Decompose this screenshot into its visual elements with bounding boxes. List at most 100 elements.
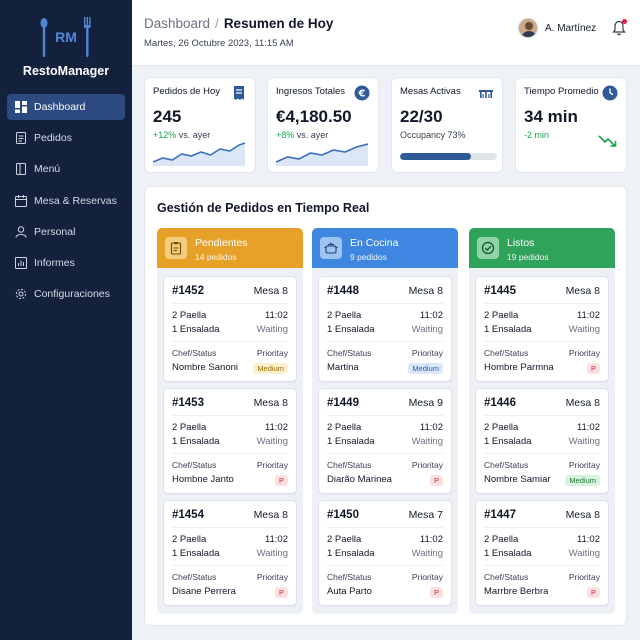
chef-name: Hombre Parmna xyxy=(484,362,554,373)
order-item: 1 Ensalada xyxy=(484,548,532,559)
top-header: Dashboard / Resumen de Hoy Martes, 26 Octu… xyxy=(132,0,640,66)
revenue-sparkline xyxy=(275,140,369,166)
order-card[interactable]: #1446 Mesa 8 2 Paella 1 Ensalada 11:02 W… xyxy=(475,388,609,494)
order-id: #1447 xyxy=(484,509,516,521)
user-menu[interactable]: A. Martínez xyxy=(518,18,596,38)
column-en-cocina: En Cocina 9 pedidos #1448 Mesa 8 2 Paell… xyxy=(312,228,458,614)
order-card[interactable]: #1452 Mesa 8 2 Paella 1 Ensalada 11:02 W… xyxy=(163,276,297,382)
priority-badge: P xyxy=(274,475,288,486)
order-item: 1 Ensalada xyxy=(172,548,220,559)
chef-name: Diarão Marinea xyxy=(327,474,392,485)
breadcrumb: Dashboard / Resumen de Hoy xyxy=(144,16,333,31)
table-seating-icon xyxy=(478,85,494,101)
order-card[interactable]: #1449 Mesa 9 2 Paella 1 Ensalada 11:02 W… xyxy=(318,388,452,494)
kpi-delta: +12% vs. ayer xyxy=(153,130,211,140)
menu-book-icon xyxy=(15,163,27,176)
chef-label: Chef/Status xyxy=(484,460,529,470)
sidebar-item-label: Dashboard xyxy=(34,101,86,113)
chef-name: Disane Perrera xyxy=(172,586,236,597)
order-card[interactable]: #1447 Mesa 8 2 Paella 1 Ensalada 11:02 W… xyxy=(475,500,609,606)
sidebar-item-label: Menú xyxy=(34,163,61,176)
sidebar-item-menu[interactable]: Menú xyxy=(7,156,125,182)
sidebar-item-mesa-reservas[interactable]: Mesa & Reservas xyxy=(7,188,125,214)
breadcrumb-root[interactable]: Dashboard xyxy=(144,16,211,31)
kpi-delta: -2 min xyxy=(524,130,550,140)
notification-bell-icon[interactable] xyxy=(612,19,627,36)
priority-badge: P xyxy=(429,587,443,598)
column-listos: Listos 19 pedidos #1445 Mesa 8 2 Paella … xyxy=(469,228,615,614)
app-logo: RM RestoManager xyxy=(0,16,132,78)
chef-label: Chef/Status xyxy=(327,460,372,470)
order-time: 11:02 xyxy=(264,310,288,321)
kpi-average-time: Tiempo Promedio 34 min -2 min xyxy=(515,77,627,173)
priority-badge: Medium xyxy=(408,363,443,374)
chef-label: Chef/Status xyxy=(327,572,372,582)
order-table: Mesa 8 xyxy=(565,285,600,297)
sidebar-item-configuraciones[interactable]: Configuraciones xyxy=(7,281,125,307)
orders-panel: Gestión de Pedidos en Tiempo Real Pendie… xyxy=(144,186,627,626)
priority-label: Prioritay xyxy=(568,572,600,582)
order-item: 2 Paella xyxy=(484,422,519,433)
order-status: Waiting xyxy=(568,436,600,447)
user-name: A. Martínez xyxy=(545,22,597,34)
order-status: Waiting xyxy=(411,436,443,447)
sidebar-nav: Dashboard Pedidos Menú Mesa & Reservas P… xyxy=(7,94,125,312)
column-header[interactable]: En Cocina 9 pedidos xyxy=(312,228,458,268)
priority-label: Prioritay xyxy=(411,460,443,470)
order-table: Mesa 7 xyxy=(408,509,443,521)
priority-badge: Medium xyxy=(253,363,288,374)
chef-name: Auta Parto xyxy=(327,586,372,597)
kpi-value: 22/30 xyxy=(400,107,443,126)
chef-name: Nombre Samiar xyxy=(484,474,551,485)
sidebar-item-pedidos[interactable]: Pedidos xyxy=(7,125,125,151)
sidebar-item-informes[interactable]: Informes xyxy=(7,250,125,276)
order-time: 11:02 xyxy=(576,534,600,545)
order-card[interactable]: #1445 Mesa 8 2 Paella 1 Ensalada 11:02 W… xyxy=(475,276,609,382)
column-count: 9 pedidos xyxy=(350,252,387,262)
order-card[interactable]: #1450 Mesa 7 2 Paella 1 Ensalada 11:02 W… xyxy=(318,500,452,606)
gear-icon xyxy=(15,288,27,300)
chef-name: Nombre Sanoni xyxy=(172,362,239,373)
order-time: 11:02 xyxy=(419,534,443,545)
logo-mark: RM xyxy=(36,16,96,58)
priority-label: Prioritay xyxy=(256,348,288,358)
check-circle-icon xyxy=(477,237,499,259)
chef-name: Marrbre Berbra xyxy=(484,586,549,597)
clipboard-icon xyxy=(165,237,187,259)
order-id: #1446 xyxy=(484,397,516,409)
sidebar-item-label: Informes xyxy=(34,256,75,269)
column-count: 19 pedidos xyxy=(507,252,549,262)
dashboard-icon xyxy=(15,101,27,113)
order-id: #1452 xyxy=(172,285,204,297)
order-status: Waiting xyxy=(411,548,443,559)
order-id: #1454 xyxy=(172,509,204,521)
sidebar-item-dashboard[interactable]: Dashboard xyxy=(7,94,125,120)
kpi-active-tables: Mesas Activas 22/30 Occupancy 73% xyxy=(391,77,503,173)
calendar-icon xyxy=(15,194,27,207)
notification-dot xyxy=(622,19,627,24)
order-card[interactable]: #1448 Mesa 8 2 Paella 1 Ensalada 11:02 W… xyxy=(318,276,452,382)
order-item: 2 Paella xyxy=(172,310,207,321)
order-id: #1449 xyxy=(327,397,359,409)
priority-label: Prioritay xyxy=(256,572,288,582)
sidebar-item-personal[interactable]: Personal xyxy=(7,219,125,245)
order-item: 2 Paella xyxy=(327,534,362,545)
order-card[interactable]: #1454 Mesa 8 2 Paella 1 Ensalada 11:02 W… xyxy=(163,500,297,606)
chef-label: Chef/Status xyxy=(484,348,529,358)
order-id: #1445 xyxy=(484,285,516,297)
column-header[interactable]: Listos 19 pedidos xyxy=(469,228,615,268)
order-item: 1 Ensalada xyxy=(327,436,375,447)
chef-name: Hombne Janto xyxy=(172,474,234,485)
kpi-total-revenue: Ingresos Totales € €4,180.50 +8% vs. aye… xyxy=(267,77,379,173)
receipt-icon xyxy=(231,85,247,101)
column-pendientes: Pendientes 14 pedidos #1452 Mesa 8 2 Pae… xyxy=(157,228,303,614)
order-status: Waiting xyxy=(256,548,288,559)
order-id: #1448 xyxy=(327,285,359,297)
kpi-value: €4,180.50 xyxy=(276,107,352,126)
priority-label: Prioritay xyxy=(568,460,600,470)
cutlery-logo-icon: RM xyxy=(40,17,91,57)
order-table: Mesa 8 xyxy=(253,397,288,409)
order-table: Mesa 8 xyxy=(565,397,600,409)
order-card[interactable]: #1453 Mesa 8 2 Paella 1 Ensalada 11:02 W… xyxy=(163,388,297,494)
column-header[interactable]: Pendientes 14 pedidos xyxy=(157,228,303,268)
